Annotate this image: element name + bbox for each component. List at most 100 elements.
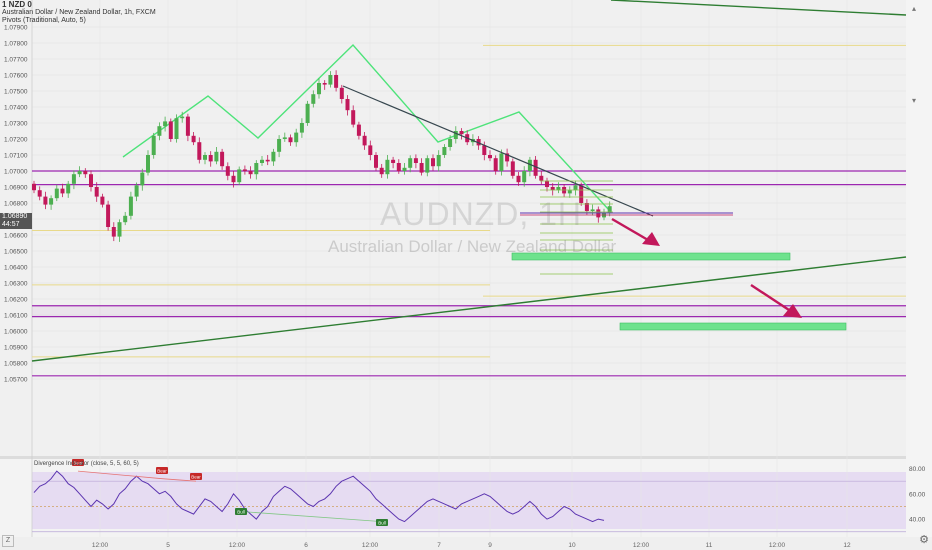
candle-body [305, 103, 310, 123]
candle-body [476, 139, 481, 146]
time-tick-label: 10 [568, 542, 576, 549]
candle-body [260, 159, 264, 163]
candle-body [362, 135, 367, 146]
candle-body [545, 180, 549, 187]
price-tick-label: 1.06300 [4, 281, 28, 288]
candle-body [334, 75, 339, 88]
symbol-label[interactable]: 1 NZD 0 [2, 0, 32, 9]
candle-body [168, 121, 173, 139]
watermark-symbol: AUDNZD, 1H [380, 196, 583, 232]
candle-body [488, 155, 492, 159]
time-tick-label: 6 [304, 542, 308, 549]
candle-body [351, 110, 356, 125]
candle-body [431, 158, 435, 167]
gear-icon[interactable]: ⚙ [919, 534, 929, 546]
chevron-down-icon[interactable]: ▾ [912, 96, 917, 105]
target-zone[interactable] [511, 252, 791, 261]
time-tick-label: 7 [437, 542, 441, 549]
indicator-tick-label: 60.00 [909, 491, 926, 498]
time-tick-label: 12:00 [769, 542, 786, 549]
level-band [32, 305, 906, 317]
projection-arrow[interactable] [611, 217, 649, 242]
time-tick-label: 12:00 [362, 542, 379, 549]
candle-body [71, 174, 76, 184]
candle-body [299, 123, 304, 133]
candle-body [157, 126, 162, 136]
zoom-reset-button[interactable]: Z [2, 535, 14, 547]
candle-body [146, 155, 150, 173]
indicator-title[interactable]: Divergence Indicator (close, 5, 5, 60, 5… [34, 461, 139, 467]
candlestick-series [32, 70, 612, 242]
candle-body [317, 83, 321, 95]
price-tick-label: 1.07200 [4, 137, 28, 144]
signal-badge [376, 519, 388, 526]
current-price-value: 1.06890 [2, 213, 28, 220]
divergence-labels: Bear Bear Bear Bull Bull [72, 459, 388, 526]
candle-body [493, 158, 498, 171]
signal-label: Bear [191, 475, 201, 480]
candle-body [134, 185, 139, 197]
drawing-tools[interactable] [31, 0, 907, 362]
chart-header: 1 NZD 0 Australian Dollar / New Zealand … [2, 1, 156, 25]
price-tick-label: 1.05800 [4, 361, 28, 368]
chevron-up-icon[interactable]: ▴ [912, 4, 917, 13]
candle-body [60, 188, 65, 194]
gridlines [31, 0, 906, 537]
candle-body [151, 135, 156, 155]
candle-body [37, 190, 42, 197]
candle-body [567, 190, 572, 194]
candle-body [573, 185, 578, 191]
candle-body [419, 163, 424, 173]
zigzag-line[interactable] [122, 43, 610, 211]
candle-body [522, 171, 527, 183]
price-tick-label: 1.06600 [4, 233, 28, 240]
support-trendline[interactable] [31, 256, 907, 362]
candle-body [237, 169, 242, 183]
signal-badge [72, 459, 84, 466]
price-tick-label: 1.07400 [4, 105, 28, 112]
upper-trendline[interactable] [610, 0, 907, 16]
candle-body [425, 158, 430, 173]
pane-separator[interactable] [0, 456, 906, 459]
projection-arrow[interactable] [750, 283, 790, 312]
candle-body [374, 155, 378, 168]
time-tick-label: 11 [706, 542, 713, 549]
candle-body [459, 131, 464, 135]
target-zone[interactable] [619, 322, 847, 331]
divergence-line [77, 470, 163, 480]
signal-badge [235, 508, 247, 515]
candle-body [54, 188, 59, 199]
current-price-tag: 1.06890 44:57 [0, 213, 32, 229]
watermark-description: Australian Dollar / New Zealand Dollar [328, 237, 617, 256]
price-tick-label: 1.07600 [4, 73, 28, 80]
price-axis-labels: 1.07900 1.07800 1.07700 1.07600 1.07500 1.074… [4, 25, 28, 384]
price-tick-label: 1.07700 [4, 57, 28, 64]
signal-label: Bear [157, 469, 167, 474]
chart-title: Australian Dollar / New Zealand Dollar, … [2, 9, 156, 16]
price-axis-background[interactable] [906, 0, 932, 550]
indicator-tick-label: 80.00 [909, 466, 926, 473]
candle-body [448, 139, 453, 147]
signal-label: Bull [237, 510, 245, 515]
main-pane-background [0, 0, 906, 456]
horizontal-levels[interactable] [32, 44, 906, 377]
candle-body [396, 163, 401, 171]
candle-body [123, 215, 128, 223]
price-tick-label: 1.07300 [4, 121, 28, 128]
candle-body [408, 158, 413, 168]
time-axis-background[interactable] [0, 537, 932, 550]
signal-label: Bear [73, 461, 83, 466]
candle-body [89, 174, 93, 187]
price-tick-label: 1.07800 [4, 41, 28, 48]
resistance-trendline[interactable] [342, 85, 654, 217]
candle-body [499, 153, 504, 171]
candle-body [214, 151, 219, 162]
price-tick-label: 1.05900 [4, 345, 28, 352]
zigzag-pattern[interactable] [122, 43, 610, 211]
candle-body [32, 183, 36, 191]
candle-body [225, 166, 230, 176]
candle-body [191, 135, 196, 143]
candle-body [49, 198, 54, 205]
